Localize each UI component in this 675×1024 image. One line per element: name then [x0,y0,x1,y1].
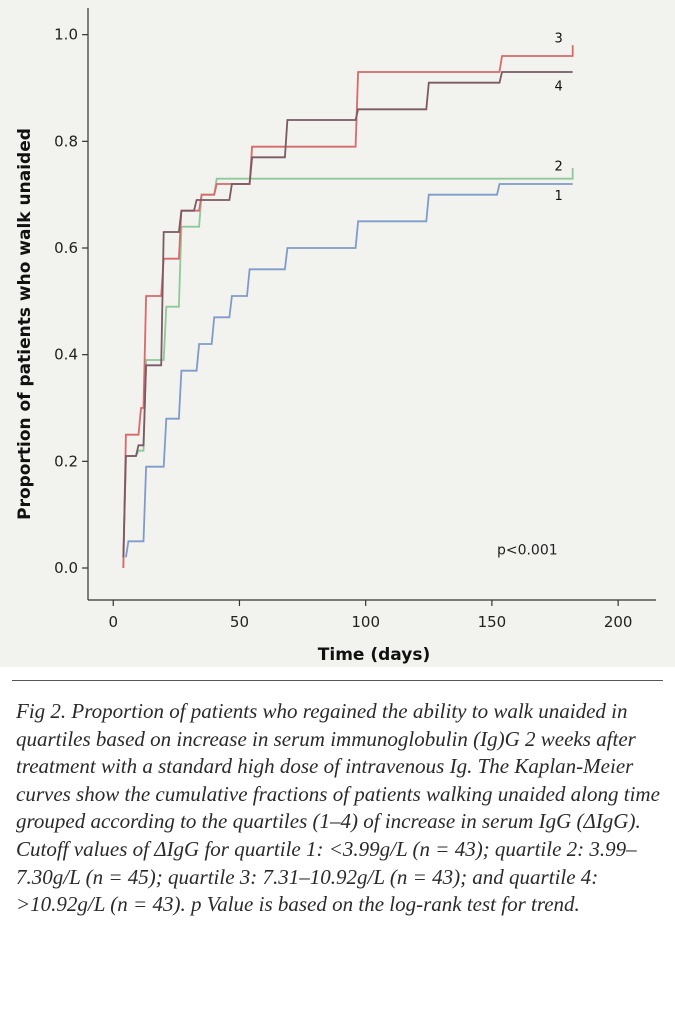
x-ticks: 0 50 100 150 200 [108,600,632,631]
chart-axes [87,8,656,601]
x-tick-label: 0 [108,613,118,631]
km-curve-2 [122,168,574,569]
km-curve-4 [122,71,573,558]
y-tick-label: 0.4 [54,346,78,364]
series-layer [122,45,574,569]
caption-divider [12,680,663,681]
p-value-annotation: p<0.001 [497,543,558,559]
curve-label-3: 3 [555,32,563,47]
kaplan-meier-chart: 0.0 0.2 0.4 0.6 0.8 1.0 0 50 100 150 200 1 2 3 4 Tim… [15,8,656,665]
figure-caption: Fig 2. Proportion of patients who regain… [16,699,660,917]
curve-label-1: 1 [555,189,563,204]
curve-label-4: 4 [555,80,563,95]
y-tick-label: 0.6 [54,239,78,257]
figure-panel: 0.0 0.2 0.4 0.6 0.8 1.0 0 50 100 150 200 1 2 3 4 Tim… [0,0,675,667]
y-tick-label: 0.2 [54,452,78,470]
y-tick-label: 1.0 [54,26,78,44]
x-axis-title: Time (days) [318,645,430,665]
y-tick-label: 0.8 [54,132,78,150]
y-tick-label: 0.0 [54,559,78,577]
curve-label-2: 2 [555,160,563,175]
x-tick-label: 50 [230,613,249,631]
x-tick-label: 200 [604,613,633,631]
y-axis-title: Proportion of patients who walk unaided [15,128,35,520]
x-tick-label: 100 [351,613,380,631]
y-ticks: 0.0 0.2 0.4 0.6 0.8 1.0 [54,26,88,577]
curve-labels: 1 2 3 4 [555,32,563,204]
km-curve-3 [122,45,574,569]
km-curve-1 [125,183,573,558]
x-tick-label: 150 [478,613,507,631]
